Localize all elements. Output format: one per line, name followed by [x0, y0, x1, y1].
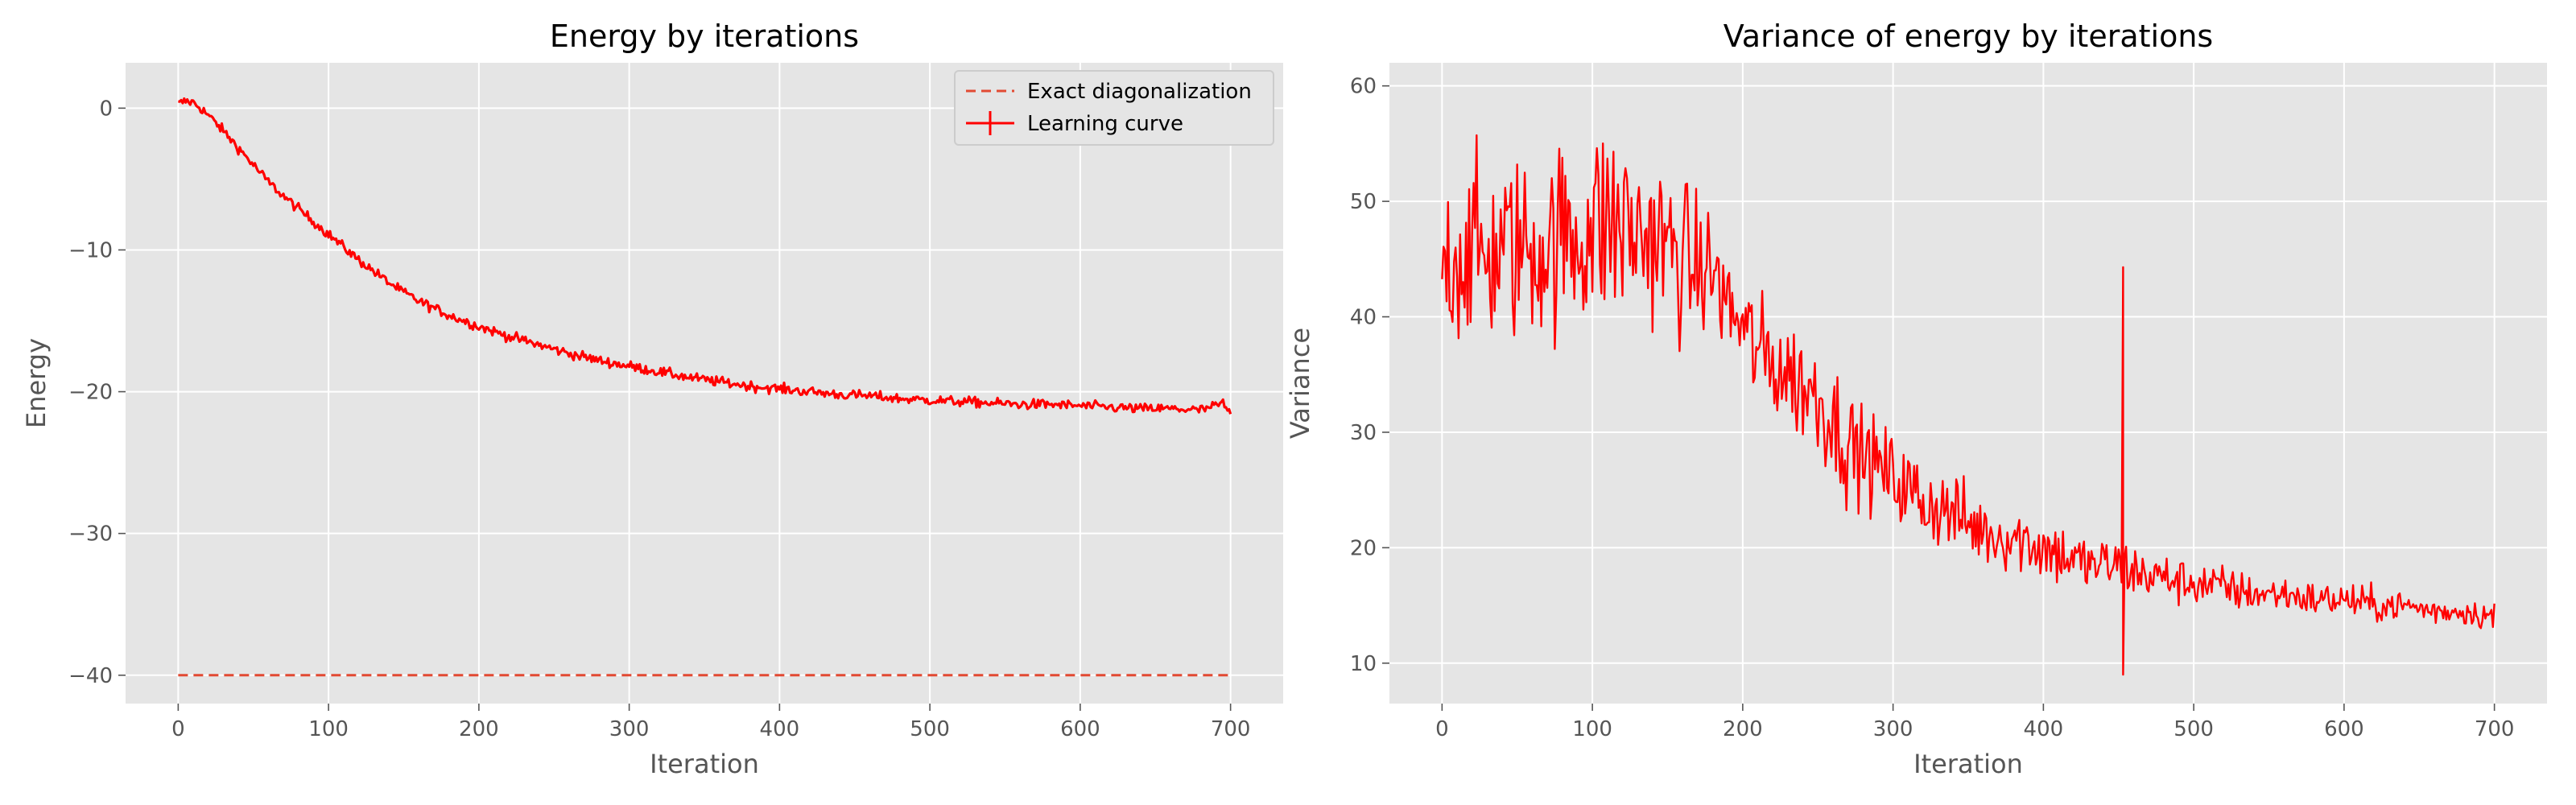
x-tick-label: 300	[609, 717, 650, 741]
x-axis-label: Iteration	[650, 749, 759, 779]
y-tick-label: 40	[1350, 306, 1377, 330]
energy-chart: 0 100 200 300 400 500 600 700 0 −10 −20 −30 −40 Energ…	[21, 19, 1283, 779]
plot-area	[126, 63, 1283, 704]
x-tick-label: 100	[1572, 717, 1612, 741]
x-tick-label: 200	[1723, 717, 1763, 741]
x-tick-label: 200	[459, 717, 499, 741]
x-tick-label: 500	[910, 717, 950, 741]
x-tick-label: 300	[1873, 717, 1913, 741]
y-axis-label: Energy	[21, 338, 52, 428]
x-tick-label: 400	[760, 717, 800, 741]
variance-chart: 0 100 200 300 400 500 600 700 10 20 30 40 50 60 Varian…	[1285, 19, 2547, 779]
y-tick-label: 60	[1350, 75, 1377, 99]
y-tick-label: −40	[68, 664, 113, 688]
chart-title: Variance of energy by iterations	[1724, 19, 2213, 54]
y-tick-label: 10	[1350, 652, 1377, 676]
legend-box	[954, 70, 1274, 146]
legend: Exact diagonalization Learning curve	[954, 70, 1274, 146]
x-axis-label: Iteration	[1913, 749, 2023, 779]
learning-curve-line	[178, 97, 1232, 415]
y-tick-label: 30	[1350, 421, 1377, 445]
y-tick-label: 0	[99, 97, 113, 121]
x-tick-label: 600	[1060, 717, 1100, 741]
y-tick-label: −30	[68, 522, 113, 547]
x-tick-label: 0	[171, 717, 185, 741]
legend-label-learning: Learning curve	[1027, 112, 1183, 136]
y-tick-label: −10	[68, 238, 113, 262]
chart-title: Energy by iterations	[550, 19, 859, 54]
x-tick-label: 700	[1211, 717, 1251, 741]
y-axis-label: Variance	[1285, 328, 1315, 439]
x-tick-label: 100	[308, 717, 349, 741]
legend-label-exact: Exact diagonalization	[1027, 80, 1252, 104]
y-tick-label: −20	[68, 381, 113, 405]
x-tick-label: 400	[2024, 717, 2064, 741]
y-tick-label: 20	[1350, 536, 1377, 560]
x-tick-label: 600	[2324, 717, 2364, 741]
x-tick-label: 700	[2475, 717, 2515, 741]
variance-line	[1441, 134, 2496, 676]
x-tick-label: 500	[2174, 717, 2214, 741]
y-tick-label: 50	[1350, 190, 1377, 214]
x-tick-label: 0	[1435, 717, 1449, 741]
